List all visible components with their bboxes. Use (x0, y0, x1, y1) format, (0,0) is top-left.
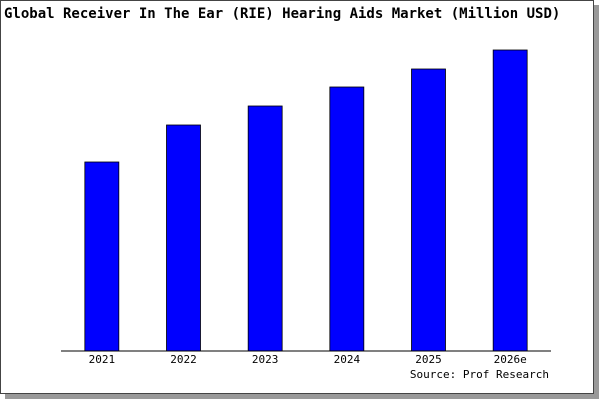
x-tick-label: 2024 (334, 353, 361, 366)
bar (84, 161, 120, 352)
bar (329, 86, 365, 352)
bar (247, 105, 283, 352)
bar (411, 68, 446, 352)
x-tick-label: 2023 (252, 353, 279, 366)
x-tick-label: 2026e (494, 353, 527, 366)
bar (166, 124, 201, 352)
source-note: Source: Prof Research (410, 368, 549, 381)
x-tick-label: 2021 (89, 353, 116, 366)
x-tick-label: 2025 (415, 353, 442, 366)
bar (492, 49, 528, 352)
chart-title: Global Receiver In The Ear (RIE) Hearing… (4, 6, 560, 22)
x-tick-label: 2022 (170, 353, 197, 366)
